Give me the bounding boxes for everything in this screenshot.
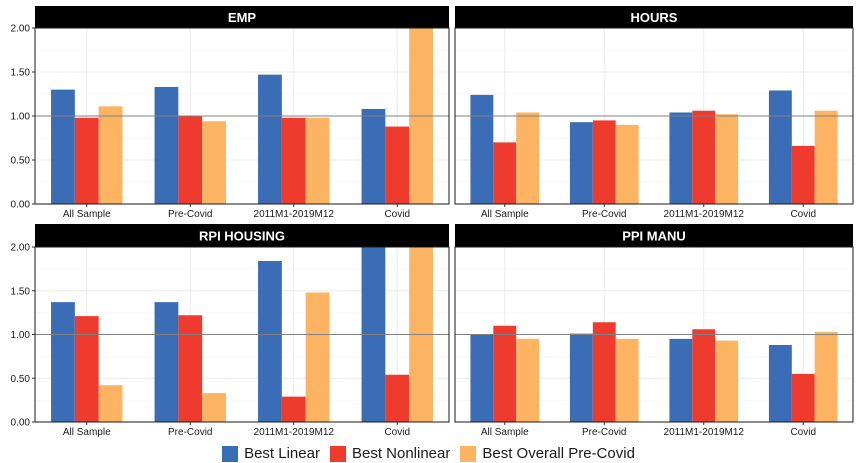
panel-ppi-manu: PPI MANU All Sample Pre-Covid 2011M1-2019M1… [454,224,854,438]
y-tick-label: 1.00 [11,112,31,123]
bar-ppi-manu-best-overall-pre-covid-pre-covid [615,338,639,422]
legend-swatch-best-overall-pre-covid [460,445,477,462]
bar-ppi-manu-best-nonlinear-pre-covid [592,322,616,422]
bar-ppi-manu-best-nonlinear-all-sample [493,325,517,422]
bar-rpi-housing-best-linear-2011m1-2019m12 [258,261,282,422]
panel-title: EMP [228,10,257,25]
x-tick-label: All Sample [63,209,111,220]
panel-hours: HOURS All Sample Pre-Covid 2011M1-2019M12 Co… [454,6,854,220]
x-tick-label: All Sample [481,209,529,220]
bar-rpi-housing-best-linear-all-sample [51,302,75,422]
bar-rpi-housing-best-linear-pre-covid [154,302,179,422]
bar-emp-best-nonlinear-all-sample [74,117,99,204]
x-tick-label: 2011M1-2019M12 [254,209,335,220]
bar-ppi-manu-best-linear-covid [768,345,792,422]
x-tick-label: All Sample [63,427,111,438]
panel-border [454,246,854,423]
bar-hours-best-linear-pre-covid [569,122,593,204]
x-tick-label: Covid [384,427,410,438]
panel-rpi-housing: RPI HOUSING 0.00 0.50 1.00 1.50 2.00 All Sampl… [11,224,450,438]
bar-hours-best-nonlinear-covid [791,145,815,204]
x-tick-label: Pre-Covid [582,427,626,438]
bar-rpi-housing-best-overall-pre-covid-2011m1-2019m12 [305,292,330,422]
bar-rpi-housing-best-overall-pre-covid-pre-covid [202,393,226,422]
x-tick-label: Pre-Covid [168,209,212,220]
y-tick-label: 0.50 [11,156,31,167]
legend-label-best-linear: Best Linear [244,445,320,462]
x-tick-label: 2011M1-2019M12 [664,209,745,220]
y-tick-label: 1.50 [11,286,31,297]
bar-rpi-housing-best-nonlinear-all-sample [74,316,99,422]
bar-hours-best-linear-covid [768,90,792,204]
y-tick-label: 2.00 [11,243,31,254]
x-tick-label: 2011M1-2019M12 [254,427,335,438]
legend: Best Linear Best Nonlinear Best Overall … [0,444,857,463]
bar-hours-best-nonlinear-all-sample [493,142,517,204]
y-tick-label: 0.50 [11,374,31,385]
y-tick-label: 1.00 [11,330,31,341]
panel-strip [35,6,449,28]
x-tick-label: Covid [790,427,816,438]
panel-emp: EMP 0.00 0.50 1.00 1.50 2.00 All Sample Pre-Cov… [11,6,450,220]
bar-hours-best-overall-pre-covid-covid [814,110,838,204]
legend-item-best-linear: Best Linear [222,445,320,462]
legend-label-best-nonlinear: Best Nonlinear [351,445,451,462]
panel-border [454,27,854,205]
panel-title: HOURS [631,10,678,25]
panel-title: RPI HOUSING [199,229,285,244]
bar-ppi-manu-best-linear-pre-covid [569,333,593,422]
bar-hours-best-overall-pre-covid-2011m1-2019m12 [715,114,739,204]
bar-hours-best-nonlinear-pre-covid [592,120,616,204]
x-tick-label: Covid [790,209,816,220]
bar-emp-best-linear-covid [361,108,386,204]
bar-emp-best-nonlinear-covid [385,126,410,204]
bar-emp-best-linear-2011m1-2019m12 [258,74,282,204]
bar-emp-best-overall-pre-covid-2011m1-2019m12 [305,117,330,204]
bar-emp-best-nonlinear-2011m1-2019m12 [281,117,306,204]
x-tick-label: Pre-Covid [582,209,626,220]
bar-emp-best-nonlinear-pre-covid [178,116,203,204]
bar-ppi-manu-best-overall-pre-covid-2011m1-2019m12 [715,340,739,422]
bar-ppi-manu-best-nonlinear-covid [791,373,815,422]
panel-title: PPI MANU [622,229,686,244]
y-tick-label: 0.00 [11,418,31,429]
bar-emp-best-overall-pre-covid-pre-covid [202,121,226,204]
bar-ppi-manu-best-nonlinear-2011m1-2019m12 [692,329,716,422]
x-tick-label: Pre-Covid [168,427,212,438]
bar-ppi-manu-best-linear-all-sample [470,334,494,422]
y-tick-label: 1.50 [11,68,31,79]
bar-rpi-housing-best-nonlinear-covid [385,374,410,422]
bar-rpi-housing-best-nonlinear-pre-covid [178,315,203,422]
bar-rpi-housing-best-overall-pre-covid-all-sample [98,385,123,422]
legend-item-best-overall-pre-covid: Best Overall Pre-Covid [460,445,635,462]
bar-ppi-manu-best-overall-pre-covid-all-sample [516,338,540,422]
bar-hours-best-nonlinear-2011m1-2019m12 [692,110,716,204]
bar-rpi-housing-best-nonlinear-2011m1-2019m12 [281,396,306,422]
legend-swatch-best-nonlinear [329,445,346,462]
legend-item-best-nonlinear: Best Nonlinear [329,445,451,462]
bar-emp-best-linear-all-sample [51,89,75,204]
bar-hours-best-linear-2011m1-2019m12 [669,112,693,204]
bar-emp-best-linear-pre-covid [154,86,179,204]
bar-ppi-manu-best-linear-2011m1-2019m12 [669,338,693,422]
bar-hours-best-linear-all-sample [470,94,494,204]
bar-hours-best-overall-pre-covid-all-sample [516,112,540,204]
bar-emp-best-overall-pre-covid-all-sample [98,106,123,204]
y-tick-label: 0.00 [11,200,31,211]
panel-strip [455,6,853,28]
x-tick-label: 2011M1-2019M12 [664,427,745,438]
x-tick-label: Covid [384,209,410,220]
x-tick-label: All Sample [481,427,529,438]
bar-hours-best-overall-pre-covid-pre-covid [615,124,639,204]
legend-label-best-overall-pre-covid: Best Overall Pre-Covid [482,445,635,462]
panel-strip [455,224,853,247]
y-tick-label: 2.00 [11,24,31,35]
legend-swatch-best-linear [222,445,239,462]
bar-ppi-manu-best-overall-pre-covid-covid [814,331,838,422]
panel-strip [35,224,449,247]
